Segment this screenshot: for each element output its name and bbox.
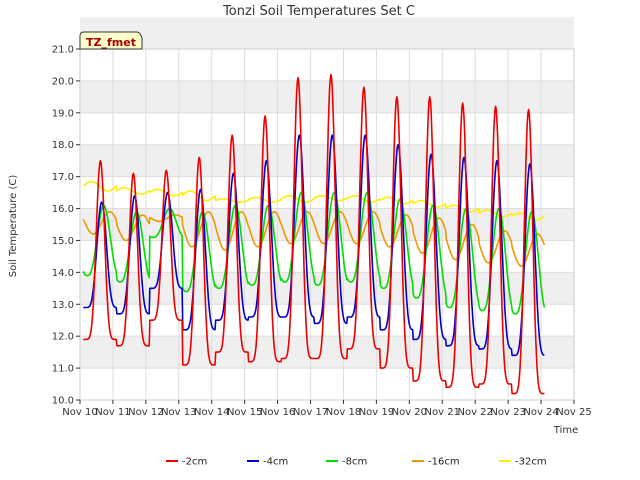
series-layer xyxy=(82,73,546,395)
legend-item: -16cm xyxy=(412,457,460,468)
plot-frame xyxy=(79,48,575,401)
x-tick-label: Nov 15 xyxy=(227,407,262,418)
x-tick-label: Nov 20 xyxy=(392,407,427,418)
plot-band xyxy=(80,80,574,113)
legend: -2cm -4cm -8cm -16cm -32cm xyxy=(166,457,547,468)
x-tick-label: Nov 23 xyxy=(490,407,525,418)
y-tick-label: 20.0 xyxy=(52,76,74,87)
x-tick-label: Nov 18 xyxy=(326,407,361,418)
badge-label: TZ_fmet xyxy=(86,36,136,49)
plot-band xyxy=(80,272,574,305)
y-tick-label: 16.0 xyxy=(52,204,74,215)
x-tick-label: Nov 17 xyxy=(293,407,328,418)
y-tick-label: 11.0 xyxy=(52,364,74,375)
x-tick-label: Nov 19 xyxy=(359,407,394,418)
y-tick-label: 18.0 xyxy=(52,140,74,151)
y-axis-title: Soil Temperature (C) xyxy=(8,175,19,278)
legend-item: -8cm xyxy=(326,457,367,468)
legend-label: -16cm xyxy=(428,457,460,468)
y-tick-label: 14.0 xyxy=(52,268,74,279)
y-tick-label: 21.0 xyxy=(52,45,74,56)
legend-label: -2cm xyxy=(182,457,207,468)
x-tick-label: Nov 25 xyxy=(556,407,591,418)
legend-label: -32cm xyxy=(515,457,547,468)
legend-item: -4cm xyxy=(247,457,288,468)
y-tick-label: 19.0 xyxy=(52,108,74,119)
x-tick-label: Nov 11 xyxy=(95,407,130,418)
x-tick-label: Nov 14 xyxy=(194,407,229,418)
badge: TZ_fmet xyxy=(79,31,143,50)
legend-label: -4cm xyxy=(263,457,288,468)
y-tick-label: 13.0 xyxy=(52,300,74,311)
y-tick-label: 10.0 xyxy=(52,396,74,407)
series-line-minus-2cm xyxy=(83,73,545,395)
x-tick-label: Nov 24 xyxy=(523,407,558,418)
plot-band xyxy=(80,17,574,49)
x-tick-label: Nov 21 xyxy=(425,407,460,418)
x-axis-title: Time xyxy=(553,425,578,436)
chart-title: Tonzi Soil Temperatures Set C xyxy=(222,4,415,19)
y-tick-label: 12.0 xyxy=(52,332,74,343)
legend-item: -32cm xyxy=(499,457,547,468)
x-tick-label: Nov 12 xyxy=(128,407,163,418)
x-tick-label: Nov 16 xyxy=(260,407,295,418)
x-tick-label: Nov 22 xyxy=(457,407,492,418)
x-tick-label: Nov 13 xyxy=(161,407,196,418)
y-tick-label: 17.0 xyxy=(52,172,74,183)
y-axis-ticks: 10.0 11.0 12.0 13.0 14.0 15.0 16.0 17.0 18.0 19.0… xyxy=(52,45,80,407)
legend-item: -2cm xyxy=(166,457,207,468)
legend-label: -8cm xyxy=(342,457,367,468)
plot-band xyxy=(80,336,574,369)
x-tick-label: Nov 10 xyxy=(62,407,97,418)
y-tick-label: 15.0 xyxy=(52,236,74,247)
